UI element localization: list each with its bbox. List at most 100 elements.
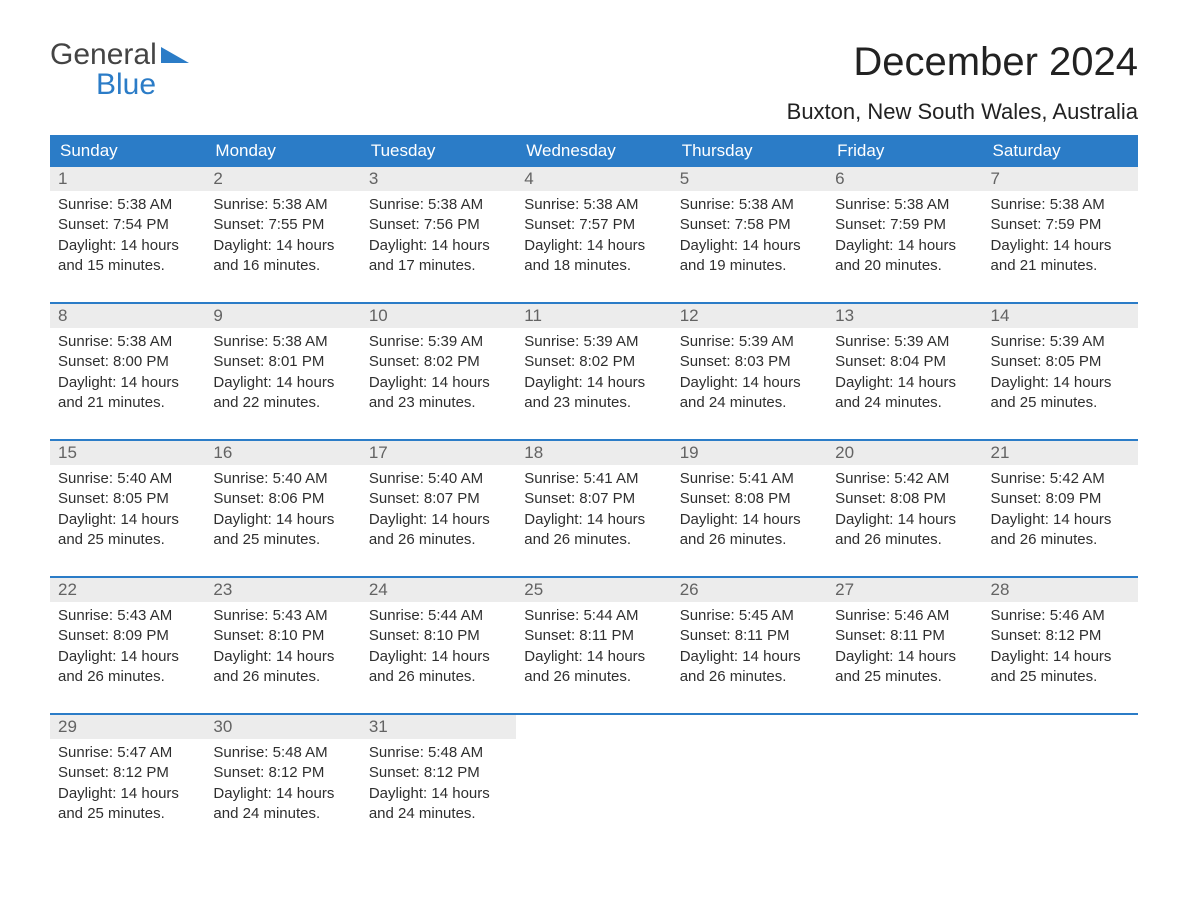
sunrise-text: Sunrise: 5:40 AM: [369, 470, 483, 487]
sunset-text: Sunset: 8:11 PM: [524, 627, 634, 644]
day-detail-cell: Sunrise: 5:41 AMSunset: 8:07 PMDaylight:…: [516, 465, 671, 577]
sunset-text: Sunset: 7:54 PM: [58, 216, 169, 233]
daylight-text-2: and 21 minutes.: [58, 394, 165, 411]
day-body-row: Sunrise: 5:38 AM Sunset: 7:54 PM Daylight:…: [50, 191, 1138, 303]
day-detail-cell: Sunrise: 5:42 AMSunset: 8:09 PMDaylight:…: [983, 465, 1138, 577]
day-number-cell: 6: [827, 167, 982, 191]
day-detail-cell: Sunrise: 5:38 AMSunset: 7:55 PMDaylight:…: [205, 191, 360, 303]
day-detail-cell: Sunrise: 5:43 AMSunset: 8:10 PMDaylight:…: [205, 602, 360, 714]
daylight-text-2: and 26 minutes.: [680, 531, 787, 548]
daylight-text-2: and 19 minutes.: [680, 257, 787, 274]
logo-text-general: General: [50, 40, 157, 70]
day-number-cell: 2: [205, 167, 360, 191]
daylight-text-1: Daylight: 14 hours: [369, 511, 490, 528]
daylight-text-1: Daylight: 14 hours: [680, 237, 801, 254]
daylight-text-1: Daylight: 14 hours: [524, 648, 645, 665]
day-detail-cell: [516, 739, 671, 850]
day-number-row: 1234567: [50, 167, 1138, 191]
sunset-text: Sunset: 7:58 PM: [680, 216, 791, 233]
weekday-header-row: Sunday Monday Tuesday Wednesday Thursday…: [50, 135, 1138, 167]
day-number-cell: 25: [516, 578, 671, 602]
col-fri: Friday: [827, 135, 982, 167]
daylight-text-2: and 26 minutes.: [58, 668, 165, 685]
day-detail-cell: Sunrise: 5:44 AMSunset: 8:11 PMDaylight:…: [516, 602, 671, 714]
sunset-text: Sunset: 8:04 PM: [835, 353, 946, 370]
day-number-row: 15161718192021: [50, 441, 1138, 465]
daylight-text-1: Daylight: 14 hours: [680, 511, 801, 528]
sunrise-text: Sunrise: 5:46 AM: [835, 607, 949, 624]
sunset-text: Sunset: 8:01 PM: [213, 353, 324, 370]
daylight-text-2: and 21 minutes.: [991, 257, 1098, 274]
daylight-text-1: Daylight: 14 hours: [991, 648, 1112, 665]
day-number-cell: 31: [361, 715, 516, 739]
daylight-text-2: and 22 minutes.: [213, 394, 320, 411]
day-detail-cell: Sunrise: 5:38 AMSunset: 7:59 PMDaylight:…: [827, 191, 982, 303]
daylight-text-2: and 24 minutes.: [835, 394, 942, 411]
col-mon: Monday: [205, 135, 360, 167]
day-detail-cell: Sunrise: 5:39 AMSunset: 8:04 PMDaylight:…: [827, 328, 982, 440]
day-number-cell: 17: [361, 441, 516, 465]
sunrise-text: Sunrise: 5:38 AM: [991, 196, 1105, 213]
day-number-cell: 1: [50, 167, 205, 191]
day-detail-cell: Sunrise: 5:46 AMSunset: 8:12 PMDaylight:…: [983, 602, 1138, 714]
daylight-text-1: Daylight: 14 hours: [524, 374, 645, 391]
daylight-text-2: and 15 minutes.: [58, 257, 165, 274]
sunset-text: Sunset: 8:02 PM: [369, 353, 480, 370]
day-number-cell: [983, 715, 1138, 739]
sunrise-text: Sunrise: 5:48 AM: [213, 744, 327, 761]
logo-text-blue: Blue: [50, 70, 189, 100]
sunset-text: Sunset: 8:11 PM: [680, 627, 790, 644]
sunrise-text: Sunrise: 5:38 AM: [213, 333, 327, 350]
sunrise-text: Sunrise: 5:39 AM: [369, 333, 483, 350]
sunrise-text: Sunrise: 5:38 AM: [524, 196, 638, 213]
day-number-cell: [827, 715, 982, 739]
sunrise-text: Sunrise: 5:42 AM: [991, 470, 1105, 487]
day-detail-cell: Sunrise: 5:39 AMSunset: 8:03 PMDaylight:…: [672, 328, 827, 440]
sunset-text: Sunset: 7:55 PM: [213, 216, 324, 233]
day-detail-cell: Sunrise: 5:38 AMSunset: 8:01 PMDaylight:…: [205, 328, 360, 440]
daylight-text-1: Daylight: 14 hours: [835, 374, 956, 391]
day-number-row: 22232425262728: [50, 578, 1138, 602]
title-block: December 2024 Buxton, New South Wales, A…: [787, 40, 1138, 125]
sunrise-text: Sunrise: 5:48 AM: [369, 744, 483, 761]
day-detail-cell: [983, 739, 1138, 850]
day-number-cell: [516, 715, 671, 739]
daylight-text-2: and 24 minutes.: [369, 805, 476, 822]
day-body-row: Sunrise: 5:43 AMSunset: 8:09 PMDaylight:…: [50, 602, 1138, 714]
daylight-text-1: Daylight: 14 hours: [991, 511, 1112, 528]
sunrise-text: Sunrise: 5:39 AM: [524, 333, 638, 350]
daylight-text-2: and 26 minutes.: [680, 668, 787, 685]
sunset-text: Sunset: 8:05 PM: [58, 490, 169, 507]
sunrise-text: Sunrise: 5:39 AM: [991, 333, 1105, 350]
daylight-text-2: and 25 minutes.: [213, 531, 320, 548]
daylight-text-1: Daylight: 14 hours: [213, 237, 334, 254]
day-number-cell: 15: [50, 441, 205, 465]
sunrise-text: Sunrise: 5:44 AM: [369, 607, 483, 624]
sunset-text: Sunset: 7:56 PM: [369, 216, 480, 233]
daylight-text-1: Daylight: 14 hours: [58, 648, 179, 665]
day-detail-cell: Sunrise: 5:38 AMSunset: 7:58 PMDaylight:…: [672, 191, 827, 303]
daylight-text-1: Daylight: 14 hours: [680, 648, 801, 665]
sunrise-text: Sunrise: 5:41 AM: [680, 470, 794, 487]
daylight-text-1: Daylight: 14 hours: [991, 237, 1112, 254]
sunset-text: Sunset: 8:06 PM: [213, 490, 324, 507]
logo: General Blue: [50, 40, 189, 100]
day-body-row: Sunrise: 5:40 AM Sunset: 8:05 PM Daylight:…: [50, 465, 1138, 577]
col-sat: Saturday: [983, 135, 1138, 167]
day-number-cell: 3: [361, 167, 516, 191]
sunset-text: Sunset: 8:07 PM: [524, 490, 635, 507]
daylight-text-2: and 25 minutes.: [58, 531, 165, 548]
day-detail-cell: Sunrise: 5:47 AMSunset: 8:12 PMDaylight:…: [50, 739, 205, 850]
sunset-text: Sunset: 8:03 PM: [680, 353, 791, 370]
daylight-text-1: Daylight: 14 hours: [213, 785, 334, 802]
daylight-text-1: Daylight: 14 hours: [369, 648, 490, 665]
sunset-text: Sunset: 8:10 PM: [213, 627, 324, 644]
daylight-text-1: Daylight: 14 hours: [835, 511, 956, 528]
sunrise-text: Sunrise: 5:46 AM: [991, 607, 1105, 624]
daylight-text-1: Daylight: 14 hours: [680, 374, 801, 391]
logo-triangle-icon: [161, 47, 189, 63]
daylight-text-1: Daylight: 14 hours: [58, 785, 179, 802]
daylight-text-1: Daylight: 14 hours: [524, 511, 645, 528]
sunset-text: Sunset: 8:05 PM: [991, 353, 1102, 370]
day-number-cell: 22: [50, 578, 205, 602]
